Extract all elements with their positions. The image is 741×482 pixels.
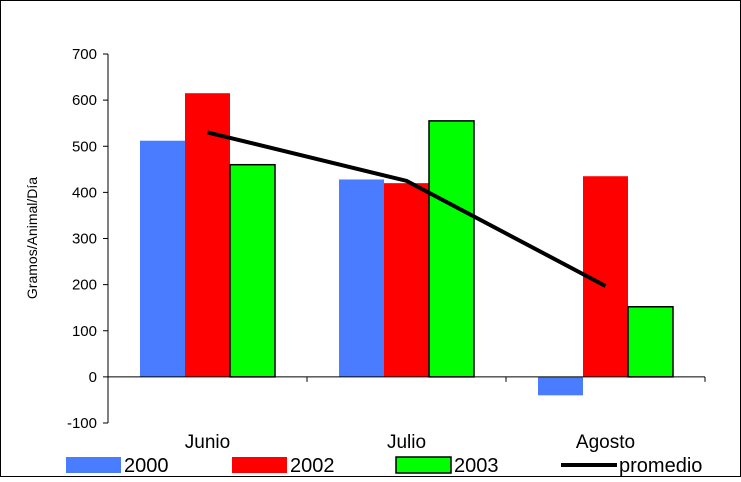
legend-swatch-2000: [66, 457, 121, 473]
bar-2003-Junio: [229, 163, 276, 378]
y-tick-label: -100: [67, 415, 97, 432]
bar-2002-Julio: [384, 183, 429, 377]
legend-label-2002: 2002: [290, 455, 335, 477]
legend-swatch-2003: [395, 456, 452, 474]
x-tick-label: Junio: [185, 432, 230, 453]
legend-label-2000: 2000: [124, 455, 169, 477]
y-tick-label: 600: [72, 92, 97, 109]
y-tick-label: 400: [72, 184, 97, 201]
bar-2000-Junio: [140, 140, 185, 377]
y-tick-label: 300: [72, 231, 97, 248]
bar-2003-Julio: [428, 120, 475, 378]
bar-2002-Junio: [185, 93, 230, 377]
y-axis-label: Gramos/Animal/Día: [24, 177, 40, 299]
bar-2000-Agosto: [538, 376, 583, 396]
legend: 2000 2002 2003 promedio: [66, 455, 702, 477]
series-line-promedio: [207, 130, 607, 288]
y-tick-label: 0: [89, 369, 97, 386]
plot-area: -100 0 100 200 300 400 500 600 700 Junio Julio Agos…: [67, 46, 706, 453]
bar-2003-Agosto: [627, 306, 674, 378]
x-tick-label: Julio: [387, 432, 426, 453]
bar-2000-Julio: [339, 179, 384, 377]
y-tick-label: 200: [72, 277, 97, 294]
x-tick-label: Agosto: [576, 432, 635, 453]
legend-label-2003: 2003: [454, 455, 499, 477]
y-tick-label: 500: [72, 138, 97, 155]
y-tick-label: 700: [72, 46, 97, 63]
y-tick-label: 100: [72, 323, 97, 340]
legend-swatch-2002: [232, 457, 287, 473]
legend-label-promedio: promedio: [619, 455, 702, 477]
